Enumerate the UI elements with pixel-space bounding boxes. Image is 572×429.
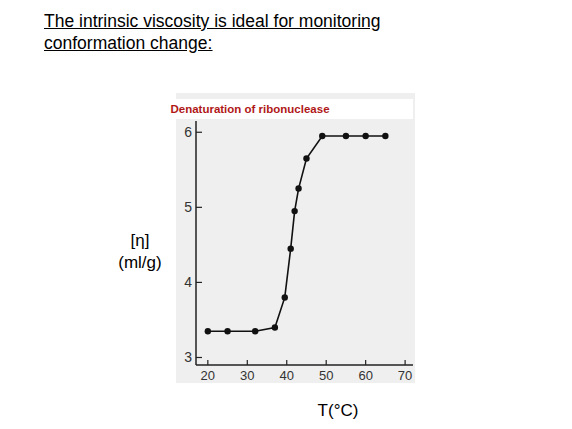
heading-line: The intrinsic viscosity is ideal for mon…	[44, 10, 381, 32]
data-point	[362, 133, 368, 139]
x-tick	[286, 360, 287, 365]
x-tick	[326, 360, 327, 365]
data-point	[303, 155, 309, 161]
data-point	[343, 133, 349, 139]
figure-background	[176, 93, 415, 383]
x-tick	[207, 360, 208, 365]
data-line	[208, 136, 386, 331]
data-point	[272, 324, 278, 330]
y-tick	[196, 357, 202, 358]
x-axis-label: T(°C)	[318, 401, 359, 420]
x-tick-label: 40	[280, 368, 294, 383]
y-axis-label: (ml/g)	[118, 253, 161, 272]
x-tick	[365, 360, 366, 365]
y-axis-line	[195, 121, 197, 365]
x-tick-label: 60	[358, 368, 372, 383]
y-tick	[196, 207, 202, 208]
x-tick	[247, 360, 248, 365]
data-point	[252, 328, 258, 334]
data-point	[205, 328, 211, 334]
data-point	[287, 245, 293, 251]
x-tick	[405, 360, 406, 365]
chart-title: Denaturation of ribonuclease	[170, 103, 329, 115]
x-axis-line	[196, 364, 413, 366]
data-point	[224, 328, 230, 334]
y-tick-label: 4	[184, 274, 192, 290]
x-tick-label: 30	[240, 368, 254, 383]
x-tick-label: 50	[319, 368, 333, 383]
data-point	[282, 294, 288, 300]
heading-line: conformation change:	[44, 32, 381, 54]
data-point	[291, 208, 297, 214]
y-tick-label: 6	[184, 124, 192, 140]
y-tick	[196, 282, 202, 283]
y-axis-label: [η]	[131, 231, 150, 250]
y-tick	[196, 132, 202, 133]
data-point	[295, 185, 301, 191]
x-tick-label: 20	[201, 368, 215, 383]
data-point	[382, 133, 388, 139]
chart: Denaturation of ribonuclease 3 4 5 6 20 30 40 50…	[0, 0, 572, 429]
y-tick-label: 5	[184, 199, 192, 215]
heading: The intrinsic viscosity is ideal for mon…	[44, 10, 381, 54]
plot-area	[205, 133, 389, 335]
title-background	[145, 99, 413, 119]
x-tick-label: 70	[398, 368, 412, 383]
y-tick-label: 3	[184, 349, 192, 365]
data-point	[319, 133, 325, 139]
